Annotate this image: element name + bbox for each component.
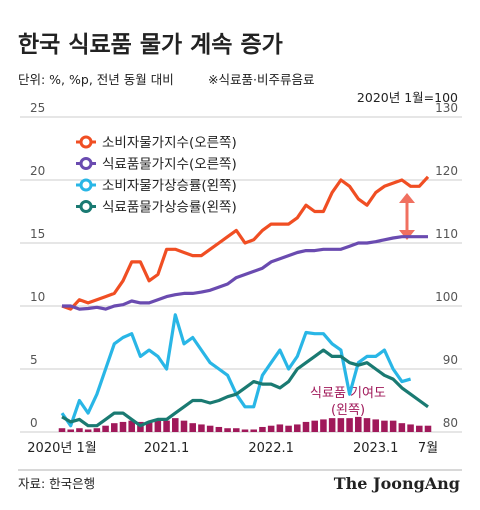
legend-label: 식료품물가상승률(왼쪽) bbox=[102, 200, 237, 216]
bar bbox=[346, 418, 353, 432]
bar bbox=[224, 428, 231, 432]
bar bbox=[389, 420, 397, 432]
y-tick-label: 0 bbox=[30, 416, 38, 430]
legend-label: 소비자물가지수(오른쪽) bbox=[102, 135, 237, 151]
bar bbox=[172, 418, 179, 432]
bar bbox=[424, 425, 432, 432]
note: ※식료품·비주류음료 bbox=[208, 72, 314, 87]
bar bbox=[416, 425, 423, 432]
bar bbox=[259, 426, 266, 432]
bar bbox=[154, 420, 162, 432]
x-tick-label: 2021.1 bbox=[144, 441, 190, 456]
bar bbox=[163, 420, 170, 432]
bar bbox=[363, 418, 371, 432]
legend-marker bbox=[79, 157, 93, 170]
bar bbox=[180, 420, 188, 432]
line bbox=[61, 175, 430, 311]
y-tick-label: 15 bbox=[30, 227, 45, 241]
bar bbox=[93, 428, 101, 432]
bar-label-note: (왼쪽) bbox=[331, 403, 365, 418]
bar bbox=[372, 419, 379, 432]
y2-note: 2020년 1월=100 bbox=[357, 90, 458, 105]
bar bbox=[111, 423, 118, 432]
y-tick-label: 25 bbox=[30, 101, 45, 115]
y-tick-label: 5 bbox=[30, 353, 38, 367]
x-tick-label: 2023.1 bbox=[353, 441, 399, 456]
bar bbox=[198, 424, 205, 432]
bar bbox=[233, 428, 240, 432]
bar bbox=[355, 416, 362, 432]
bar bbox=[311, 420, 318, 432]
x-tick-label: 2022.1 bbox=[248, 441, 294, 456]
line bbox=[62, 235, 428, 311]
bar bbox=[76, 428, 83, 432]
x-tick-label: 7월 bbox=[418, 441, 438, 456]
legend-marker bbox=[79, 135, 93, 149]
bar bbox=[398, 423, 406, 432]
legend-marker bbox=[79, 178, 93, 192]
bar bbox=[128, 420, 135, 432]
y2-tick-label: 120 bbox=[435, 164, 458, 178]
range-arrow bbox=[399, 193, 415, 240]
bar bbox=[189, 423, 196, 432]
logo: The JoongAng bbox=[334, 474, 460, 493]
legend-label: 소비자물가상승률(왼쪽) bbox=[102, 178, 237, 194]
bar bbox=[276, 424, 284, 432]
bar bbox=[241, 429, 249, 432]
bar bbox=[381, 420, 388, 432]
line bbox=[61, 348, 429, 428]
y2-tick-label: 110 bbox=[435, 227, 458, 241]
bar bbox=[84, 429, 92, 432]
bar bbox=[328, 418, 336, 432]
bar bbox=[407, 424, 414, 432]
source: 자료: 한국은행 bbox=[18, 476, 95, 491]
bar bbox=[285, 425, 292, 432]
bar bbox=[250, 429, 257, 432]
bar bbox=[302, 421, 310, 432]
bar bbox=[320, 419, 327, 432]
y2-tick-label: 90 bbox=[443, 353, 458, 367]
bar bbox=[58, 428, 66, 432]
bar bbox=[267, 425, 275, 432]
chart-title: 한국 식료품 물가 계속 증가 bbox=[18, 32, 283, 58]
bar bbox=[119, 421, 127, 432]
bar bbox=[337, 418, 345, 432]
legend-marker bbox=[79, 200, 93, 213]
bar bbox=[145, 421, 153, 432]
y-tick-label: 10 bbox=[30, 290, 45, 304]
legend-label: 식료품물가지수(오른쪽) bbox=[102, 157, 237, 173]
y2-tick-label: 130 bbox=[435, 101, 458, 115]
subtitle: 단위: %, %p, 전년 동월 대비 bbox=[18, 72, 174, 87]
bar bbox=[215, 426, 223, 432]
bar bbox=[206, 425, 214, 432]
y2-tick-label: 100 bbox=[435, 290, 458, 304]
bar bbox=[67, 429, 74, 432]
y-tick-label: 20 bbox=[30, 164, 45, 178]
x-tick-label: 2020년 1월 bbox=[27, 441, 96, 456]
bar bbox=[294, 424, 301, 432]
bar bbox=[102, 425, 109, 432]
y2-tick-label: 80 bbox=[443, 416, 458, 430]
